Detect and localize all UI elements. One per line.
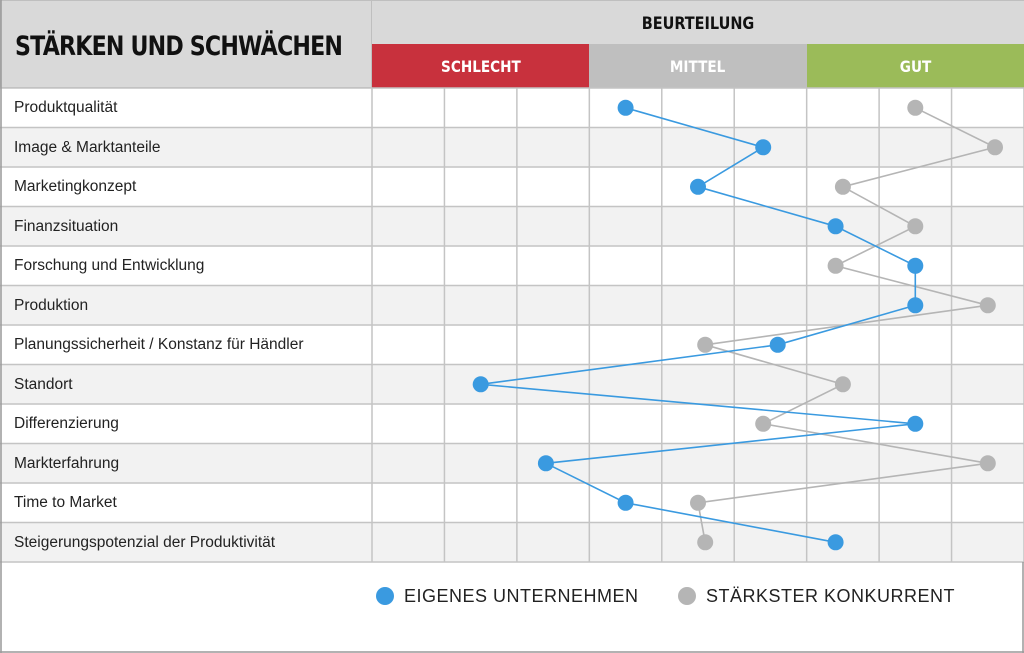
row-background — [0, 285, 1024, 325]
category-label: Time to Market — [14, 494, 117, 511]
category-label: Image & Marktanteile — [14, 138, 161, 156]
competitor-point — [979, 455, 996, 472]
category-label: Finanzsituation — [14, 217, 119, 235]
row-background — [0, 404, 1024, 444]
own-company-point — [827, 218, 844, 235]
own-company-point — [537, 455, 554, 472]
own-company-point — [769, 336, 786, 353]
competitor-point — [907, 218, 924, 235]
rating-header-label: BEURTEILUNG — [641, 14, 755, 34]
row-background — [0, 88, 1024, 128]
row-background — [0, 246, 1024, 286]
competitor-point — [690, 494, 706, 511]
rating-header: BEURTEILUNG — [372, 0, 1024, 44]
row-background — [0, 483, 1024, 523]
competitor-point — [755, 415, 772, 432]
band-good-label: GUT — [899, 56, 932, 76]
row-background — [0, 206, 1024, 246]
legend-competitor: STÄRKSTER KONKURRENT — [678, 584, 955, 608]
legend-competitor-dot — [678, 587, 696, 605]
band-bad: SCHLECHT — [372, 44, 589, 88]
own-company-point — [755, 139, 772, 156]
competitor-point — [907, 99, 924, 116]
row-background — [0, 167, 1024, 207]
band-bad-label: SCHLECHT — [440, 56, 521, 76]
category-label: Marketingkonzept — [14, 178, 137, 195]
row-background — [0, 325, 1024, 365]
legend-own-company: EIGENES UNTERNEHMEN — [376, 584, 639, 608]
competitor-point — [987, 139, 1003, 156]
legend-competitor-label: STÄRKSTER KONKURRENT — [706, 585, 956, 606]
category-label: Steigerungspotenzial der Produktivität — [14, 533, 276, 551]
category-label: Produktqualität — [14, 99, 118, 116]
band-medium: MITTEL — [589, 44, 807, 88]
competitor-point — [697, 336, 714, 353]
band-medium-label: MITTEL — [670, 56, 726, 76]
competitor-point — [834, 376, 851, 393]
category-label: Planungssicherheit / Konstanz für Händle… — [14, 336, 304, 353]
legend-own-company-dot — [376, 587, 394, 605]
own-company-point — [907, 257, 924, 274]
category-label: Standort — [14, 375, 73, 393]
row-background — [0, 127, 1024, 167]
own-company-line — [480, 107, 917, 544]
own-company-point — [690, 178, 706, 195]
category-label: Produktion — [14, 296, 89, 314]
row-background — [0, 364, 1024, 404]
row-background — [0, 522, 1024, 562]
competitor-point — [979, 297, 996, 314]
competitor-point — [834, 178, 851, 195]
own-company-point — [617, 494, 634, 511]
chart-title: STÄRKEN UND SCHWÄCHEN — [15, 31, 343, 62]
category-label: Markterfahrung — [14, 454, 120, 472]
own-company-point — [907, 297, 924, 314]
category-label: Forschung und Entwicklung — [14, 257, 205, 274]
legend-own-company-label: EIGENES UNTERNEHMEN — [404, 585, 639, 606]
own-company-point — [827, 534, 844, 551]
category-label: Differenzierung — [14, 415, 119, 432]
own-company-point — [907, 415, 924, 432]
title-cell: STÄRKEN UND SCHWÄCHEN — [0, 0, 372, 88]
band-good: GUT — [807, 44, 1024, 88]
competitor-point — [697, 534, 714, 551]
competitor-point — [827, 257, 844, 274]
row-background — [0, 443, 1024, 483]
own-company-point — [617, 99, 634, 116]
own-company-point — [472, 376, 489, 393]
